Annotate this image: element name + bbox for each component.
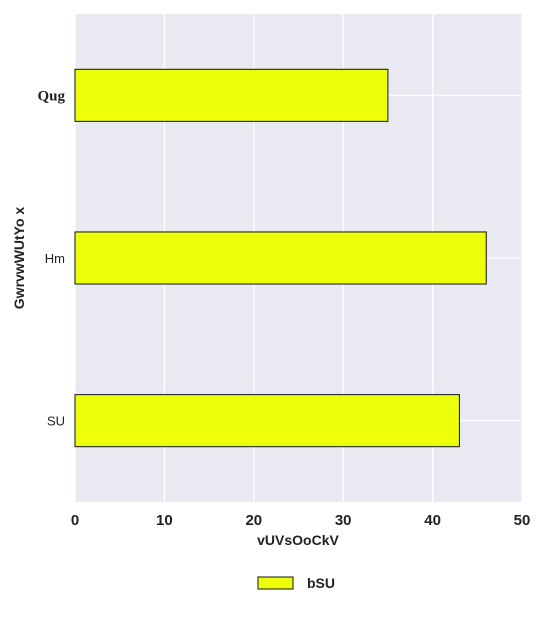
x-tick-label: 10: [156, 512, 173, 529]
x-tick-label: 20: [245, 512, 262, 529]
legend-swatch: [257, 576, 294, 590]
y-tick-labels: Qug Hm SU: [37, 88, 65, 428]
x-tick-label: 50: [514, 512, 531, 529]
x-axis-label: vUVsOoCkV: [257, 532, 339, 548]
bars: [74, 68, 487, 448]
x-tick-label: 30: [335, 512, 352, 529]
x-tick-label: 0: [71, 512, 79, 529]
x-tick-labels: 0 10 20 30 40 50: [71, 512, 531, 529]
bar-SU: [74, 394, 460, 448]
bar-Hm: [74, 231, 487, 285]
x-tick-label: 40: [424, 512, 441, 529]
bar-Qug: [74, 68, 389, 122]
legend-label: bSU: [307, 575, 335, 591]
y-tick-label: Hm: [45, 251, 65, 266]
y-tick-label: SU: [47, 414, 65, 429]
y-tick-label: Qug: [37, 88, 65, 104]
y-axis-label: GwrvwWUtYo x: [11, 207, 27, 310]
legend: bSU: [257, 575, 335, 591]
